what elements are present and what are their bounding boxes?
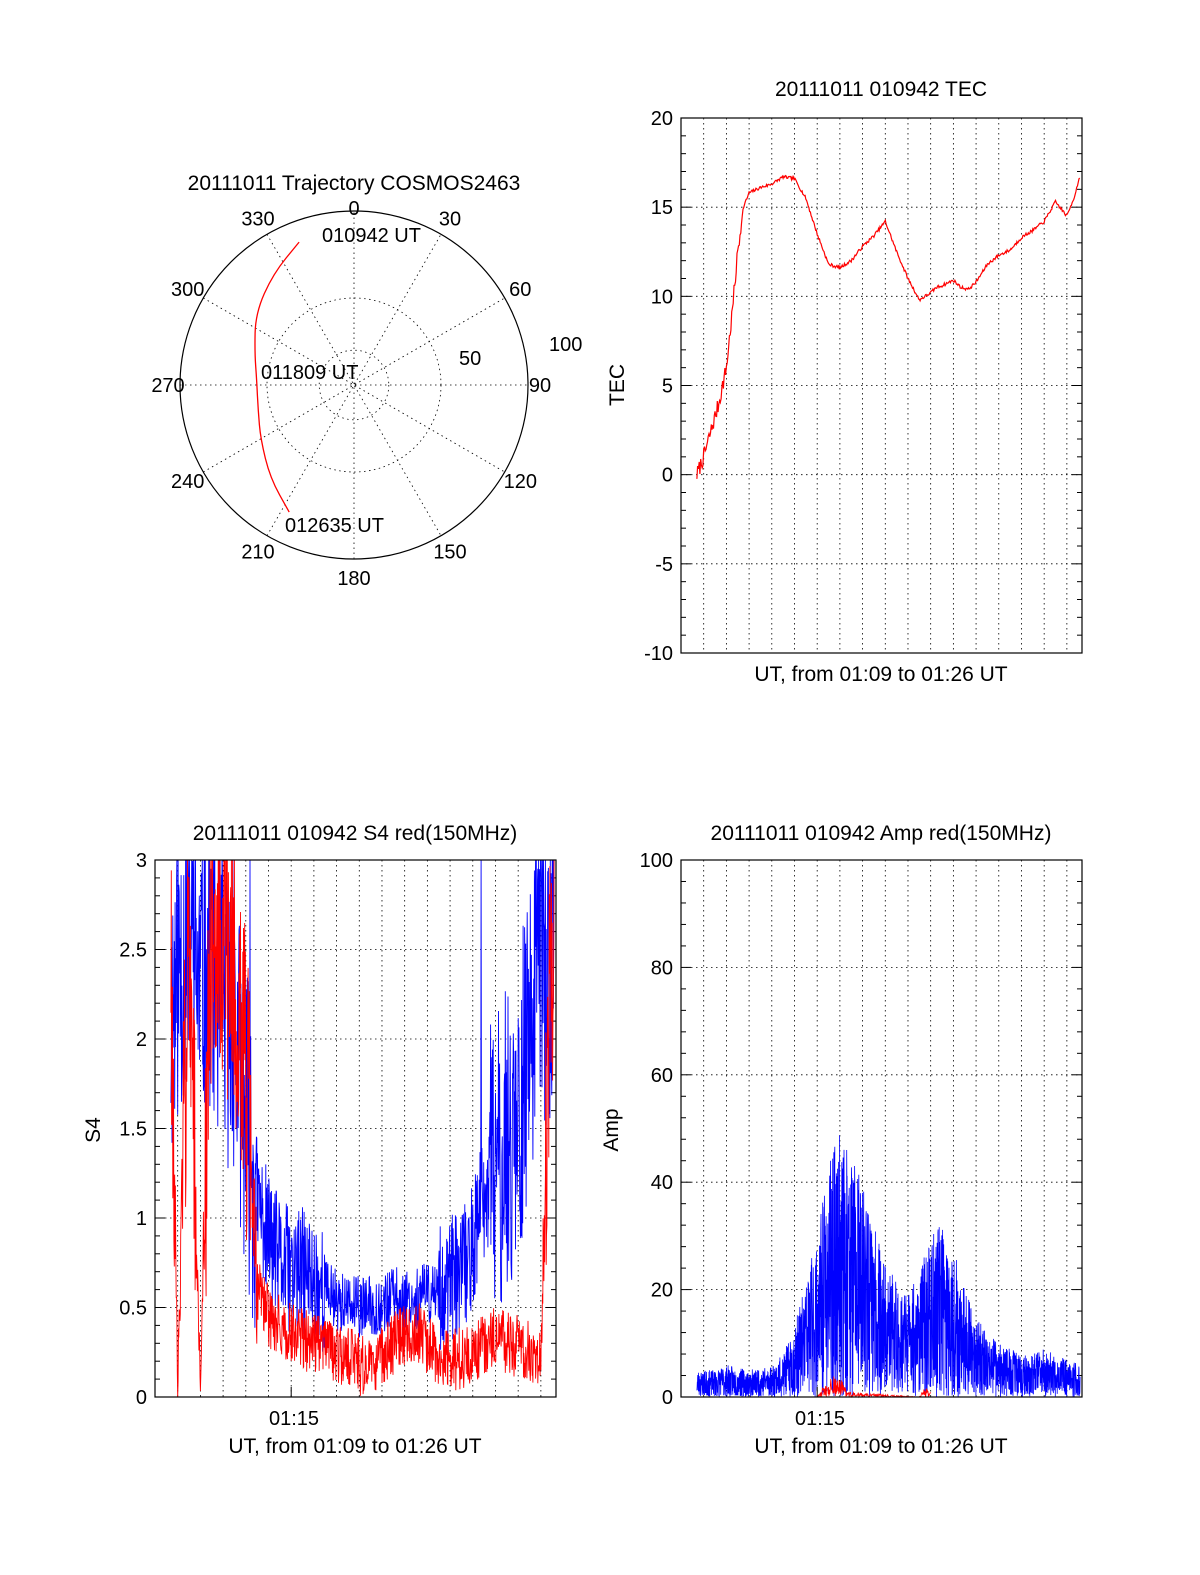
- amp-y-axis-label: Amp: [600, 1108, 623, 1151]
- tec-plot: 20111011 010942 TEC -10 -5 0 5 10 15 20 UT, fr…: [606, 78, 1083, 686]
- amp-ytick-label: 0: [662, 1387, 673, 1409]
- amp-plot: 20111011 010942 Amp red(150MHz) 0 20 40 60 8…: [600, 822, 1083, 1458]
- s4-ytick-label: 1: [136, 1208, 147, 1230]
- s4-ytick-label: 2.5: [119, 940, 147, 962]
- tec-x-axis-label: UT, from 01:09 to 01:26 UT: [754, 663, 1007, 686]
- s4-y-tick-labels: 0 0.5 1 1.5 2 2.5 3: [119, 850, 147, 1409]
- polar-angle-label: 270: [151, 375, 184, 397]
- amp-ytick-label: 20: [651, 1280, 673, 1302]
- s4-plot: 20111011 010942 S4 red(150MHz) 0 0.5 1 1.5 2…: [82, 822, 557, 1458]
- tec-ytick-label: -5: [655, 554, 673, 576]
- s4-ytick-label: 2: [136, 1029, 147, 1051]
- polar-angle-label: 30: [439, 209, 461, 231]
- s4-y-axis-label: S4: [82, 1117, 105, 1143]
- polar-annotation-mid: 011809 UT: [261, 362, 358, 384]
- polar-angle-labels: 0 30 60 90 120 150 180 210 240 270 300 330: [151, 198, 551, 590]
- tec-y-tick-labels: -10 -5 0 5 10 15 20: [644, 108, 673, 665]
- tec-title: 20111011 010942 TEC: [775, 78, 987, 101]
- polar-inner-circle: [266, 297, 442, 473]
- polar-angle-label: 0: [348, 198, 359, 220]
- amp-ytick-label: 80: [651, 957, 673, 979]
- polar-grid: [180, 211, 528, 559]
- s4-x-axis-label: UT, from 01:09 to 01:26 UT: [228, 1435, 481, 1458]
- s4-ytick-label: 3: [136, 850, 147, 872]
- amp-x-tick-label: 01:15: [795, 1408, 845, 1430]
- polar-outer-circle: [179, 210, 529, 560]
- tec-ytick-label: 5: [662, 376, 673, 398]
- s4-series-line-red: [170, 860, 555, 1397]
- s4-title: 20111011 010942 S4 red(150MHz): [193, 822, 518, 845]
- polar-angle-label: 240: [171, 471, 204, 493]
- amp-axes-frame: [680, 859, 1083, 1398]
- tec-axes-frame: [680, 117, 1083, 654]
- tec-ytick-label: 10: [651, 286, 673, 308]
- s4-ytick-label: 1.5: [119, 1119, 147, 1141]
- s4-ytick-label: 0: [136, 1387, 147, 1409]
- polar-spoke: [203, 297, 505, 473]
- polar-plot: 20111011 Trajectory COSMOS2463 0 30 60 90 12…: [151, 172, 582, 590]
- polar-angle-label: 210: [241, 541, 274, 563]
- amp-y-tick-labels: 0 20 40 60 80 100: [640, 850, 673, 1409]
- s4-axes-frame: [154, 859, 557, 1398]
- polar-title: 20111011 Trajectory COSMOS2463: [188, 172, 521, 195]
- polar-spoke: [266, 234, 442, 536]
- polar-spoke: [203, 297, 505, 473]
- polar-angle-label: 60: [509, 279, 531, 301]
- polar-annotation-start: 010942 UT: [322, 225, 421, 247]
- s4-series: [170, 860, 555, 1397]
- amp-series-line-blue: [696, 1135, 1081, 1398]
- polar-angle-label: 180: [337, 568, 370, 590]
- s4-x-tick-label: 01:15: [269, 1408, 319, 1430]
- polar-radial-label-50: 50: [459, 348, 481, 370]
- polar-angle-label: 90: [529, 375, 551, 397]
- amp-series: [696, 1135, 1081, 1399]
- amp-title: 20111011 010942 Amp red(150MHz): [711, 822, 1052, 845]
- amp-ytick-label: 100: [640, 850, 673, 872]
- tec-ytick-label: 0: [662, 465, 673, 487]
- tec-ytick-label: 20: [651, 108, 673, 130]
- amp-ytick-label: 40: [651, 1172, 673, 1194]
- polar-angle-label: 300: [171, 279, 204, 301]
- polar-angle-label: 150: [433, 541, 466, 563]
- polar-angle-label: 120: [504, 471, 537, 493]
- amp-x-axis-label: UT, from 01:09 to 01:26 UT: [754, 1435, 1007, 1458]
- amp-ytick-label: 60: [651, 1065, 673, 1087]
- polar-annotation-end: 012635 UT: [285, 515, 384, 537]
- polar-center-circle: [318, 349, 390, 421]
- s4-ytick-label: 0.5: [119, 1298, 147, 1320]
- tec-series-line: [696, 174, 1081, 479]
- tec-ytick-label: -10: [644, 643, 673, 665]
- tec-ytick-label: 15: [651, 197, 673, 219]
- polar-trajectory-line: [254, 241, 300, 513]
- polar-radial-label-100: 100: [549, 334, 582, 356]
- polar-angle-label: 330: [241, 209, 274, 231]
- tec-grid: [680, 117, 1082, 654]
- tec-y-axis-label: TEC: [606, 364, 629, 406]
- polar-spoke: [266, 234, 442, 536]
